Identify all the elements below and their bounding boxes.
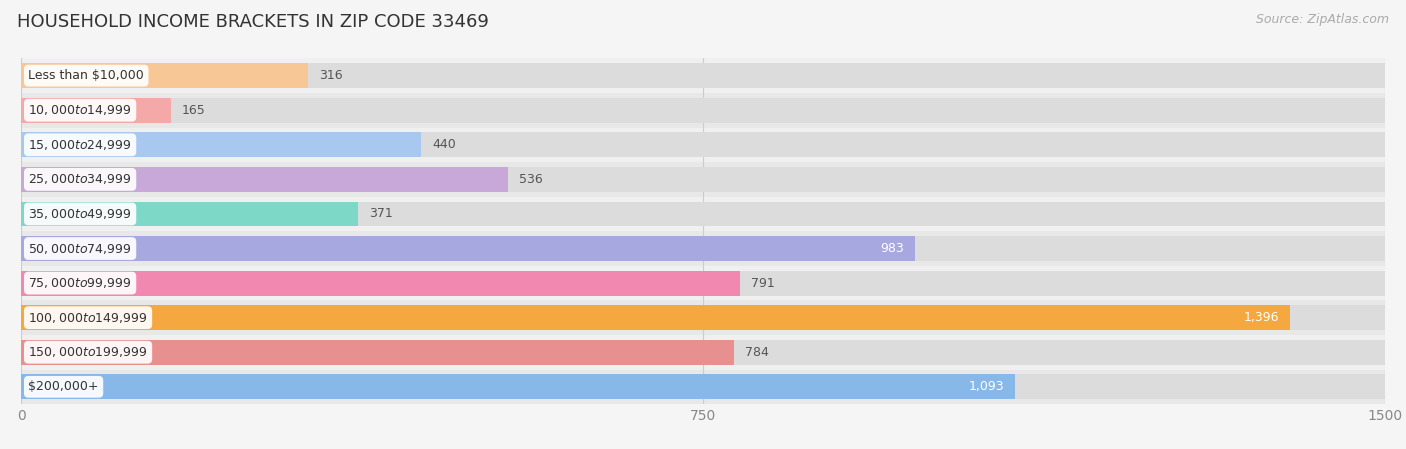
Text: $200,000+: $200,000+ <box>28 380 98 393</box>
Bar <box>21 132 1385 157</box>
Bar <box>21 370 1385 404</box>
Bar <box>21 271 741 295</box>
Text: $75,000 to $99,999: $75,000 to $99,999 <box>28 276 132 290</box>
Bar <box>21 236 1385 261</box>
Text: $100,000 to $149,999: $100,000 to $149,999 <box>28 311 148 325</box>
Bar <box>21 236 915 261</box>
Text: 1,093: 1,093 <box>969 380 1004 393</box>
Bar <box>21 167 509 192</box>
Bar <box>21 167 1385 192</box>
Bar <box>21 300 1385 335</box>
Bar <box>21 305 1291 330</box>
Bar <box>21 266 1385 300</box>
Text: $15,000 to $24,999: $15,000 to $24,999 <box>28 138 132 152</box>
Bar <box>21 335 1385 370</box>
Bar <box>21 202 1385 226</box>
Bar <box>21 271 1385 295</box>
Bar <box>21 305 1385 330</box>
Bar <box>21 98 1385 123</box>
Bar <box>21 132 422 157</box>
Text: Less than $10,000: Less than $10,000 <box>28 69 143 82</box>
Bar <box>21 98 172 123</box>
Bar <box>21 340 734 365</box>
Text: 440: 440 <box>432 138 456 151</box>
Bar <box>21 58 1385 93</box>
Text: $50,000 to $74,999: $50,000 to $74,999 <box>28 242 132 255</box>
Bar <box>21 374 1385 399</box>
Text: $150,000 to $199,999: $150,000 to $199,999 <box>28 345 148 359</box>
Text: $10,000 to $14,999: $10,000 to $14,999 <box>28 103 132 117</box>
Bar <box>21 63 308 88</box>
Text: 983: 983 <box>880 242 904 255</box>
Bar <box>21 231 1385 266</box>
Bar <box>21 340 1385 365</box>
Bar <box>21 374 1015 399</box>
Bar <box>21 202 359 226</box>
Bar <box>21 197 1385 231</box>
Bar <box>21 128 1385 162</box>
Text: HOUSEHOLD INCOME BRACKETS IN ZIP CODE 33469: HOUSEHOLD INCOME BRACKETS IN ZIP CODE 33… <box>17 13 489 31</box>
Text: 784: 784 <box>745 346 769 359</box>
Bar <box>21 162 1385 197</box>
Text: 316: 316 <box>319 69 343 82</box>
Text: 791: 791 <box>751 277 775 290</box>
Bar <box>21 63 1385 88</box>
Text: 371: 371 <box>370 207 394 220</box>
Text: $35,000 to $49,999: $35,000 to $49,999 <box>28 207 132 221</box>
Text: Source: ZipAtlas.com: Source: ZipAtlas.com <box>1256 13 1389 26</box>
Text: $25,000 to $34,999: $25,000 to $34,999 <box>28 172 132 186</box>
Text: 165: 165 <box>181 104 205 117</box>
Text: 536: 536 <box>519 173 543 186</box>
Bar <box>21 93 1385 128</box>
Text: 1,396: 1,396 <box>1244 311 1279 324</box>
